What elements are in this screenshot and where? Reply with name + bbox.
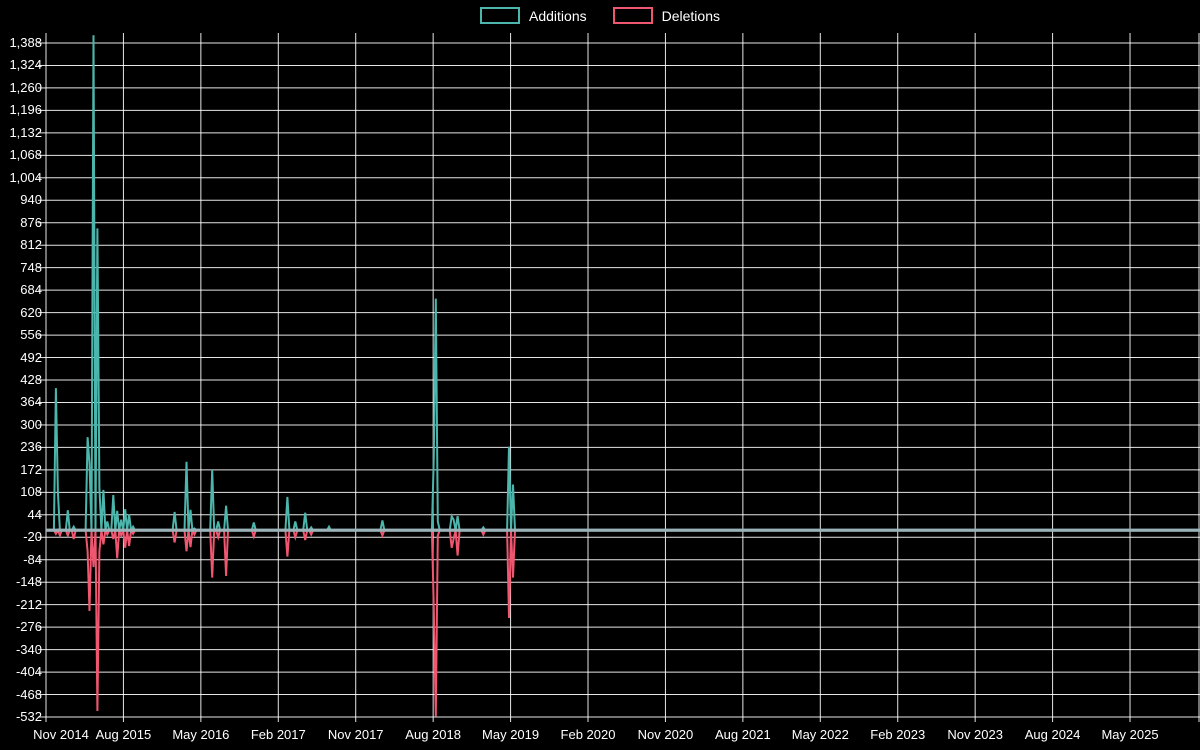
y-tick-label: 748 bbox=[20, 259, 42, 275]
x-tick-label: Feb 2020 bbox=[560, 727, 616, 742]
x-tick-label: Nov 2014 bbox=[33, 727, 89, 742]
x-tick-label: May 2025 bbox=[1101, 727, 1159, 742]
y-tick-label: 1,004 bbox=[9, 169, 42, 185]
y-tick-label: 940 bbox=[20, 192, 42, 208]
y-tick-label: 364 bbox=[20, 394, 42, 410]
x-tick-label: Feb 2017 bbox=[250, 727, 306, 742]
y-tick-label: -20 bbox=[23, 529, 42, 545]
legend-label-deletions: Deletions bbox=[661, 7, 720, 24]
y-tick-label: 1,068 bbox=[9, 147, 42, 163]
y-tick-label: 556 bbox=[20, 327, 42, 343]
y-tick-label: 236 bbox=[20, 439, 42, 455]
y-tick-label: -276 bbox=[15, 619, 42, 635]
y-tick-label: 172 bbox=[20, 461, 42, 477]
legend-label-additions: Additions bbox=[529, 7, 587, 24]
x-tick-label: Nov 2020 bbox=[637, 727, 694, 742]
y-tick-label: 492 bbox=[20, 349, 42, 365]
zero-baseline bbox=[46, 528, 1200, 532]
y-tick-label: 1,132 bbox=[9, 124, 42, 140]
x-tick-label: May 2022 bbox=[791, 727, 849, 742]
x-tick-label: May 2016 bbox=[172, 727, 230, 742]
additions-swatch-icon bbox=[480, 7, 521, 24]
x-tick-label: Nov 2023 bbox=[947, 727, 1003, 742]
y-tick-label: 428 bbox=[20, 372, 42, 387]
y-tick-label: -404 bbox=[15, 664, 42, 680]
y-tick-label: 812 bbox=[20, 237, 42, 253]
y-tick-label: 44 bbox=[27, 506, 42, 522]
y-tick-label: 1,196 bbox=[9, 102, 42, 118]
y-tick-label: 1,260 bbox=[9, 79, 42, 95]
y-tick-label: -212 bbox=[15, 596, 42, 612]
y-tick-label: -468 bbox=[15, 686, 42, 702]
y-tick-label: -532 bbox=[15, 709, 42, 724]
y-tick-label: 684 bbox=[20, 282, 42, 298]
chart-legend: Additions Deletions bbox=[0, 7, 1200, 24]
y-tick-label: 876 bbox=[20, 214, 42, 230]
legend-item-deletions[interactable]: Deletions bbox=[612, 7, 720, 24]
x-tick-label: Nov 2017 bbox=[327, 727, 384, 742]
x-tick-label: May 2019 bbox=[482, 727, 540, 742]
legend-item-additions[interactable]: Additions bbox=[480, 7, 587, 24]
y-tick-label: 1,324 bbox=[9, 57, 42, 73]
deletions-swatch-icon bbox=[612, 7, 653, 24]
gridlines bbox=[38, 33, 1200, 722]
y-tick-label: -84 bbox=[23, 551, 42, 567]
y-tick-label: 108 bbox=[20, 484, 42, 500]
y-tick-label: -340 bbox=[15, 641, 42, 657]
y-tick-label: -148 bbox=[15, 574, 42, 590]
x-tick-label: Feb 2023 bbox=[870, 727, 926, 742]
x-tick-label: Aug 2018 bbox=[405, 727, 461, 742]
series-line-deletions bbox=[46, 526, 1200, 717]
y-tick-label: 300 bbox=[20, 416, 42, 432]
x-tick-label: Aug 2015 bbox=[95, 727, 152, 742]
x-tick-label: Aug 2021 bbox=[715, 727, 771, 742]
y-tick-label: 1,388 bbox=[9, 35, 42, 50]
x-tick-label: Aug 2024 bbox=[1024, 727, 1081, 742]
series-line-additions bbox=[46, 35, 1200, 534]
y-tick-label: 620 bbox=[20, 304, 42, 320]
